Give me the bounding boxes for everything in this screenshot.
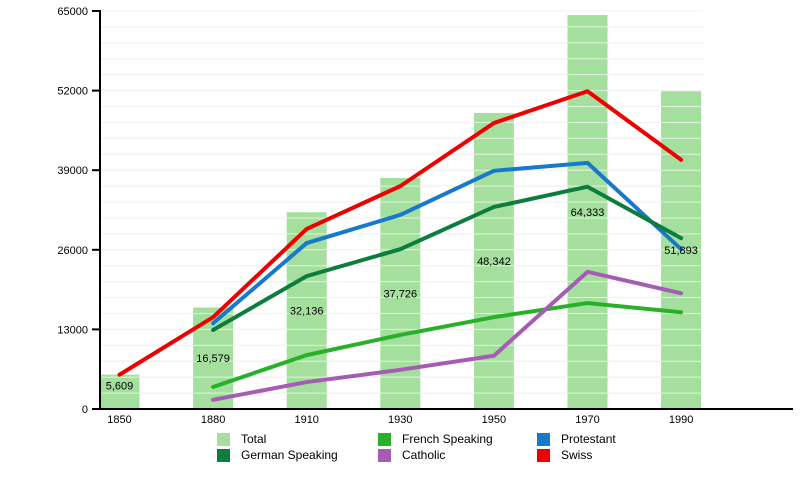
- legend-item-protestant: Protestant: [537, 431, 616, 447]
- x-tick-label: 1910: [294, 414, 318, 426]
- legend-label-total: Total: [241, 432, 267, 446]
- y-tick-label: 26000: [57, 245, 88, 257]
- bar-value-label: 32,136: [290, 306, 324, 318]
- swiss-swatch-icon: [537, 448, 550, 462]
- series-line-swiss: [117, 89, 684, 377]
- legend-label-protestant: Protestant: [561, 432, 616, 446]
- catholic-swatch-icon: [378, 448, 391, 462]
- german-speaking-swatch-icon: [217, 448, 230, 462]
- series-line-french-speaking: [211, 301, 684, 389]
- legend-item-catholic: Catholic: [378, 447, 537, 463]
- bar-value-label: 37,726: [383, 289, 417, 301]
- x-tick-label: 1950: [482, 414, 506, 426]
- legend-label-german-speaking: German Speaking: [241, 448, 338, 462]
- legend-item-german-speaking: German Speaking: [217, 447, 378, 463]
- bar-value-label: 48,342: [477, 256, 511, 268]
- bar-1850: [99, 374, 140, 409]
- chart-legend: Total French Speaking Protestant German …: [217, 431, 616, 463]
- bar-value-label: 51,893: [664, 245, 698, 257]
- series-line-german-speaking: [211, 184, 684, 333]
- y-tick-label: 52000: [57, 86, 88, 98]
- protestant-swatch-icon: [537, 432, 550, 446]
- x-tick-label: 1850: [107, 414, 131, 426]
- bar-1970: [567, 15, 608, 409]
- x-tick-label: 1880: [201, 414, 225, 426]
- bar-value-label: 5,609: [106, 381, 134, 393]
- legend-item-swiss: Swiss: [537, 447, 616, 463]
- bar-value-label: 16,579: [196, 353, 230, 365]
- x-tick-label: 1970: [575, 414, 599, 426]
- x-tick-label: 1930: [388, 414, 412, 426]
- legend-item-total: Total: [217, 431, 378, 447]
- x-tick-label: 1990: [669, 414, 693, 426]
- y-tick-label: 65000: [57, 6, 88, 18]
- series-line-catholic: [211, 269, 684, 402]
- legend-label-swiss: Swiss: [561, 448, 593, 462]
- legend-label-catholic: Catholic: [402, 448, 446, 462]
- legend-item-french-speaking: French Speaking: [378, 431, 537, 447]
- y-tick-label: 0: [82, 404, 88, 416]
- legend-label-french-speaking: French Speaking: [402, 432, 493, 446]
- y-tick-label: 39000: [57, 165, 88, 177]
- series-line-protestant: [211, 160, 684, 326]
- bar-value-label: 64,333: [571, 207, 605, 219]
- y-tick-label: 13000: [57, 324, 88, 336]
- french-speaking-swatch-icon: [378, 432, 391, 446]
- total-swatch-icon: [217, 432, 230, 446]
